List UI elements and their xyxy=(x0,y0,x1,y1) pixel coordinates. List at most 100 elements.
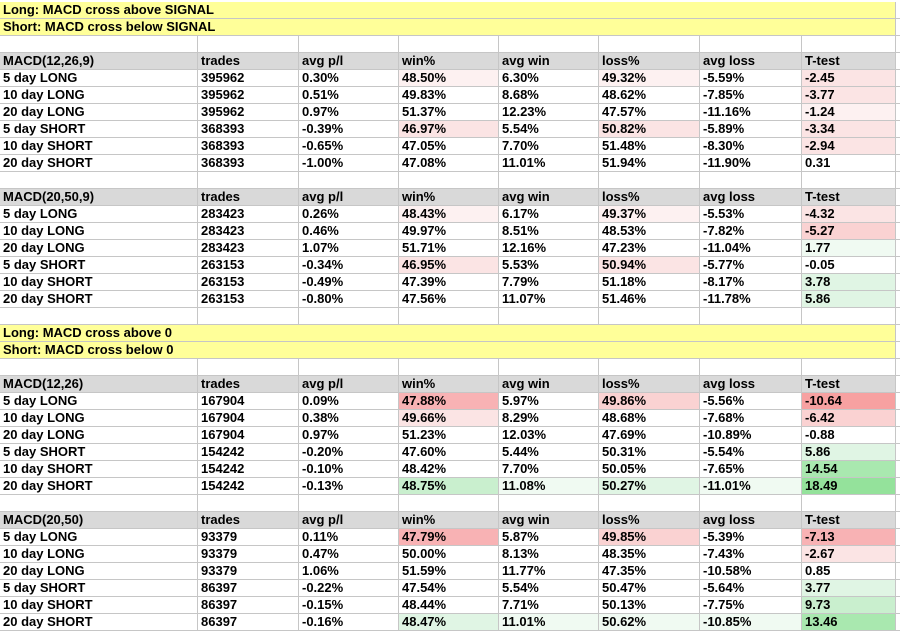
table-name-cell[interactable]: MACD(12,26,9) xyxy=(0,53,198,70)
value-cell[interactable]: 50.31% xyxy=(599,444,700,461)
banner-long-zero[interactable]: Long: MACD cross above 0 xyxy=(0,325,896,342)
empty-cell[interactable] xyxy=(0,36,198,53)
column-header-cell[interactable]: T-test xyxy=(802,189,896,206)
value-cell[interactable]: -0.22% xyxy=(299,580,399,597)
empty-cell[interactable] xyxy=(0,495,198,512)
value-cell[interactable]: 50.94% xyxy=(599,257,700,274)
value-cell[interactable]: -0.80% xyxy=(299,291,399,308)
value-cell[interactable]: -2.45 xyxy=(802,70,896,87)
empty-cell[interactable] xyxy=(599,172,700,189)
column-header-cell[interactable]: T-test xyxy=(802,376,896,393)
empty-cell[interactable] xyxy=(802,172,896,189)
value-cell[interactable]: 51.59% xyxy=(399,563,499,580)
value-cell[interactable]: 0.09% xyxy=(299,393,399,410)
value-cell[interactable]: 368393 xyxy=(198,121,299,138)
banner-long-signal[interactable]: Long: MACD cross above SIGNAL xyxy=(0,2,896,19)
value-cell[interactable]: 0.85 xyxy=(802,563,896,580)
value-cell[interactable]: 48.47% xyxy=(399,614,499,631)
value-cell[interactable]: 5.44% xyxy=(499,444,599,461)
value-cell[interactable]: 47.05% xyxy=(399,138,499,155)
value-cell[interactable]: -5.53% xyxy=(700,206,802,223)
value-cell[interactable]: 11.01% xyxy=(499,614,599,631)
empty-cell[interactable] xyxy=(198,308,299,325)
value-cell[interactable]: -7.13 xyxy=(802,529,896,546)
value-cell[interactable]: 154242 xyxy=(198,478,299,495)
value-cell[interactable]: 263153 xyxy=(198,291,299,308)
value-cell[interactable]: 7.79% xyxy=(499,274,599,291)
value-cell[interactable]: 3.77 xyxy=(802,580,896,597)
empty-cell[interactable] xyxy=(499,172,599,189)
value-cell[interactable]: -7.68% xyxy=(700,410,802,427)
row-label-cell[interactable]: 20 day SHORT xyxy=(0,291,198,308)
value-cell[interactable]: 5.97% xyxy=(499,393,599,410)
value-cell[interactable]: 50.27% xyxy=(599,478,700,495)
value-cell[interactable]: -0.05 xyxy=(802,257,896,274)
empty-cell[interactable] xyxy=(299,172,399,189)
value-cell[interactable]: 5.53% xyxy=(499,257,599,274)
empty-cell[interactable] xyxy=(0,308,198,325)
value-cell[interactable]: -8.30% xyxy=(700,138,802,155)
table-name-cell[interactable]: MACD(20,50) xyxy=(0,512,198,529)
value-cell[interactable]: 86397 xyxy=(198,580,299,597)
empty-cell[interactable] xyxy=(399,308,499,325)
value-cell[interactable]: -5.39% xyxy=(700,529,802,546)
value-cell[interactable]: -0.65% xyxy=(299,138,399,155)
value-cell[interactable]: 48.68% xyxy=(599,410,700,427)
value-cell[interactable]: 1.77 xyxy=(802,240,896,257)
value-cell[interactable]: 8.13% xyxy=(499,546,599,563)
value-cell[interactable]: 11.77% xyxy=(499,563,599,580)
row-label-cell[interactable]: 20 day SHORT xyxy=(0,155,198,172)
value-cell[interactable]: 51.37% xyxy=(399,104,499,121)
value-cell[interactable]: 49.86% xyxy=(599,393,700,410)
value-cell[interactable]: 46.95% xyxy=(399,257,499,274)
value-cell[interactable]: 48.50% xyxy=(399,70,499,87)
value-cell[interactable]: 47.57% xyxy=(599,104,700,121)
value-cell[interactable]: 13.46 xyxy=(802,614,896,631)
column-header-cell[interactable]: win% xyxy=(399,53,499,70)
row-label-cell[interactable]: 10 day SHORT xyxy=(0,274,198,291)
empty-cell[interactable] xyxy=(599,495,700,512)
value-cell[interactable]: -0.15% xyxy=(299,597,399,614)
banner-short-signal[interactable]: Short: MACD cross below SIGNAL xyxy=(0,19,896,36)
value-cell[interactable]: -8.17% xyxy=(700,274,802,291)
column-header-cell[interactable]: loss% xyxy=(599,53,700,70)
value-cell[interactable]: 5.54% xyxy=(499,580,599,597)
value-cell[interactable]: 49.37% xyxy=(599,206,700,223)
empty-cell[interactable] xyxy=(399,36,499,53)
value-cell[interactable]: 368393 xyxy=(198,155,299,172)
value-cell[interactable]: -0.10% xyxy=(299,461,399,478)
value-cell[interactable]: 0.97% xyxy=(299,427,399,444)
row-label-cell[interactable]: 10 day LONG xyxy=(0,546,198,563)
value-cell[interactable]: 5.54% xyxy=(499,121,599,138)
row-label-cell[interactable]: 10 day SHORT xyxy=(0,597,198,614)
value-cell[interactable]: -11.04% xyxy=(700,240,802,257)
value-cell[interactable]: -0.39% xyxy=(299,121,399,138)
value-cell[interactable]: -4.32 xyxy=(802,206,896,223)
value-cell[interactable]: -2.94 xyxy=(802,138,896,155)
value-cell[interactable]: 167904 xyxy=(198,427,299,444)
value-cell[interactable]: 49.66% xyxy=(399,410,499,427)
value-cell[interactable]: -3.34 xyxy=(802,121,896,138)
value-cell[interactable]: 48.42% xyxy=(399,461,499,478)
column-header-cell[interactable]: avg loss xyxy=(700,512,802,529)
empty-cell[interactable] xyxy=(299,495,399,512)
value-cell[interactable]: 51.18% xyxy=(599,274,700,291)
banner-short-zero[interactable]: Short: MACD cross below 0 xyxy=(0,342,896,359)
empty-cell[interactable] xyxy=(802,36,896,53)
value-cell[interactable]: 167904 xyxy=(198,393,299,410)
value-cell[interactable]: 368393 xyxy=(198,138,299,155)
column-header-cell[interactable]: T-test xyxy=(802,53,896,70)
empty-cell[interactable] xyxy=(599,359,700,376)
value-cell[interactable]: 93379 xyxy=(198,529,299,546)
value-cell[interactable]: -11.16% xyxy=(700,104,802,121)
value-cell[interactable]: -0.34% xyxy=(299,257,399,274)
value-cell[interactable]: 12.03% xyxy=(499,427,599,444)
value-cell[interactable]: 93379 xyxy=(198,546,299,563)
empty-cell[interactable] xyxy=(700,36,802,53)
value-cell[interactable]: 50.82% xyxy=(599,121,700,138)
value-cell[interactable]: 154242 xyxy=(198,444,299,461)
column-header-cell[interactable]: trades xyxy=(198,376,299,393)
value-cell[interactable]: 48.75% xyxy=(399,478,499,495)
empty-cell[interactable] xyxy=(499,308,599,325)
row-label-cell[interactable]: 20 day SHORT xyxy=(0,614,198,631)
